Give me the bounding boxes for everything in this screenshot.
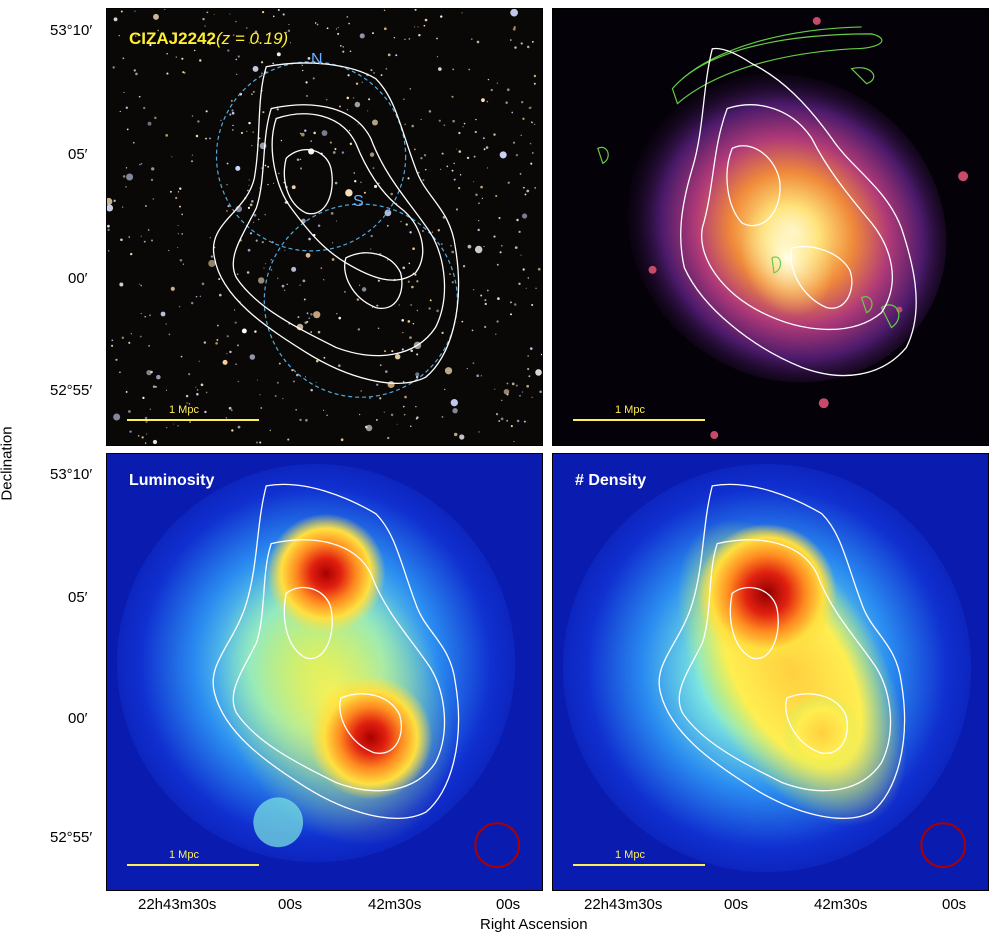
- scale-bar: [573, 864, 705, 866]
- scale-bar-label: 1 Mpc: [169, 849, 199, 861]
- y-tick-label: 05′: [68, 146, 88, 163]
- panel-title: # Density: [575, 472, 647, 489]
- panel-title: Luminosity: [129, 472, 215, 489]
- cluster-name: CIZAJ2242: [129, 29, 216, 48]
- x-tick-label: 22h43m30s: [584, 896, 663, 913]
- x-tick-label: 22h43m30s: [138, 896, 217, 913]
- x-tick-label: 42m30s: [368, 896, 422, 913]
- south-label: S: [353, 193, 364, 210]
- scale-bar: [127, 864, 259, 866]
- density-panel: # Density 1 Mpc: [552, 453, 989, 891]
- north-circle: [215, 61, 407, 252]
- y-tick-label: 05′: [68, 589, 88, 606]
- x-tick-label: 42m30s: [814, 896, 868, 913]
- cluster-title: CIZAJ2242(z = 0.19): [129, 29, 288, 49]
- xray-core: [740, 199, 834, 317]
- x-tick-label: 00s: [278, 896, 303, 913]
- beam-circle: [920, 822, 967, 869]
- xray-image: [553, 9, 988, 445]
- north-label: N: [311, 51, 323, 68]
- y-tick-label: 52°55′: [50, 829, 93, 846]
- xray-panel: 1 Mpc: [552, 8, 989, 446]
- mass-contours: [658, 483, 906, 819]
- y-axis-title: Declination: [0, 426, 16, 501]
- scale-bar-label: 1 Mpc: [169, 404, 199, 416]
- star-field: [107, 9, 542, 445]
- scale-bar-label: 1 Mpc: [615, 404, 645, 416]
- mass-contours: [212, 483, 460, 819]
- beam-circle: [474, 822, 521, 869]
- xray-point-sources: [648, 16, 969, 440]
- luminosity-peak-north: [266, 513, 386, 634]
- y-tick-label: 00′: [68, 270, 88, 287]
- density-map: [553, 454, 988, 890]
- scale-bar: [573, 419, 705, 421]
- redshift-label: (z = 0.19): [215, 29, 289, 48]
- x-axis-title: Right Ascension: [480, 916, 588, 933]
- y-tick-label: 52°55′: [50, 382, 93, 399]
- y-tick-label: 53°10′: [50, 466, 93, 483]
- optical-image: [107, 9, 542, 445]
- x-tick-label: 00s: [942, 896, 967, 913]
- mass-contours: [680, 47, 917, 377]
- luminosity-panel: Luminosity 1 Mpc: [106, 453, 543, 891]
- y-tick-label: 00′: [68, 710, 88, 727]
- x-tick-label: 00s: [724, 896, 749, 913]
- scale-bar: [127, 419, 259, 421]
- optical-panel: CIZAJ2242(z = 0.19) N S 1 Mpc: [106, 8, 543, 446]
- mass-contours: [212, 62, 460, 384]
- y-tick-label: 53°10′: [50, 22, 93, 39]
- scale-bar-label: 1 Mpc: [615, 849, 645, 861]
- luminosity-map: [107, 454, 542, 890]
- x-tick-label: 00s: [496, 896, 521, 913]
